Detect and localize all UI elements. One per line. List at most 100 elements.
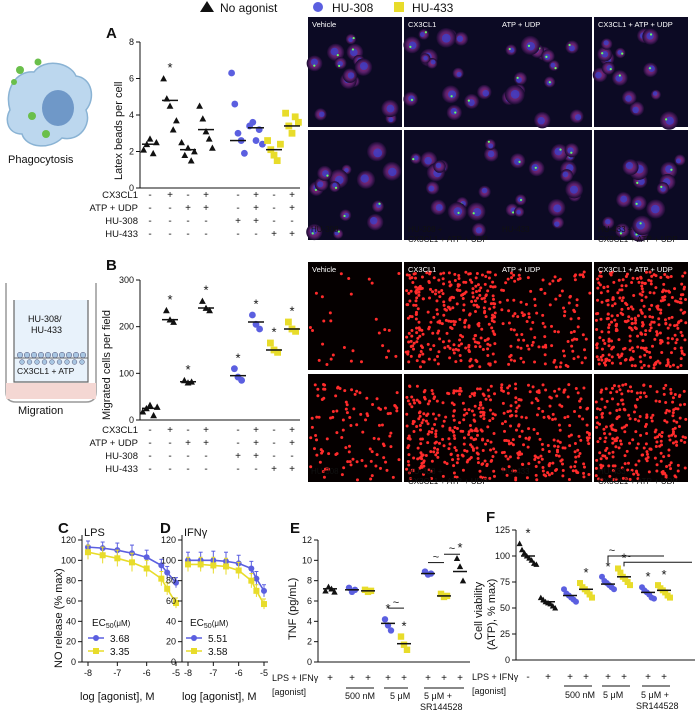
- migrated-cell: [539, 288, 543, 292]
- migrated-cell: [501, 322, 505, 326]
- migrated-cell: [414, 276, 418, 280]
- migrated-cell: [674, 440, 678, 444]
- nucleus: [456, 35, 464, 42]
- significance-star: *: [457, 540, 462, 555]
- migrated-cell: [643, 315, 647, 319]
- migrated-cell: [461, 468, 465, 472]
- migrated-cell: [540, 457, 544, 461]
- migrated-cell: [558, 277, 562, 281]
- bead: [511, 211, 515, 214]
- migrated-cell: [476, 461, 480, 465]
- data-point: [253, 587, 260, 594]
- migrated-cell: [477, 406, 481, 410]
- migrated-cell: [501, 401, 505, 405]
- migrated-cell: [573, 442, 577, 446]
- migrated-cell: [418, 423, 422, 427]
- migrated-cell: [587, 472, 591, 476]
- migrated-cell: [512, 328, 516, 332]
- data-point: [667, 594, 673, 601]
- migrated-cell: [484, 442, 488, 446]
- migrated-cell: [500, 422, 504, 426]
- data-point: [403, 646, 411, 653]
- migrated-cell: [678, 416, 682, 420]
- migrated-cell: [385, 468, 389, 472]
- data-point: [331, 588, 338, 595]
- nucleus: [456, 71, 462, 77]
- migrated-cell: [508, 409, 512, 413]
- migrated-cell: [628, 417, 632, 421]
- migrated-cell: [325, 467, 329, 471]
- migrated-cell: [437, 290, 441, 294]
- migrated-cell: [566, 340, 570, 344]
- migrated-cell: [468, 365, 472, 369]
- migrated-cell: [314, 434, 318, 438]
- migrated-cell: [617, 384, 621, 388]
- migrated-cell: [668, 438, 672, 442]
- migrated-cell: [382, 444, 386, 448]
- migrated-cell: [558, 440, 562, 444]
- migrated-cell: [553, 329, 557, 333]
- micrograph-tile: [404, 262, 498, 370]
- migrated-cell: [518, 434, 522, 438]
- migrated-cell: [470, 280, 474, 284]
- y-tick-label: 80: [66, 576, 76, 586]
- migrated-cell: [347, 276, 351, 280]
- nucleus: [601, 50, 609, 58]
- panel-d-ec50-hu433: 3.58: [208, 647, 228, 658]
- migrated-cell: [444, 308, 448, 312]
- bead: [527, 44, 531, 47]
- nucleus: [603, 40, 609, 46]
- migrated-cell: [420, 275, 424, 279]
- migrated-cell: [628, 339, 632, 343]
- migrated-cell: [647, 470, 651, 474]
- migrated-cell: [446, 391, 450, 395]
- migrated-cell: [644, 394, 648, 398]
- migrated-cell: [474, 284, 478, 288]
- micro-a-bottom-5: HU-433 +: [598, 225, 633, 234]
- migrated-cell: [525, 344, 529, 348]
- migrated-cell: [344, 407, 348, 411]
- migrated-cell: [640, 281, 644, 285]
- micro-a-bottom-6: CX3CL1 + ATP + UDP: [598, 235, 678, 244]
- migrated-cell: [351, 457, 355, 461]
- migrated-cell: [683, 271, 687, 275]
- sign-cell: +: [253, 451, 259, 462]
- migrated-cell: [480, 273, 484, 277]
- nucleus: [423, 55, 428, 61]
- nucleus: [665, 116, 674, 125]
- data-point: [261, 587, 267, 594]
- migrated-cell: [620, 392, 624, 396]
- bead: [618, 74, 621, 77]
- migrated-cell: [420, 328, 424, 332]
- migrated-cell: [645, 413, 649, 417]
- migrated-cell: [568, 444, 572, 448]
- migrated-cell: [415, 424, 419, 428]
- migrated-cell: [607, 353, 611, 357]
- migrated-cell: [678, 403, 682, 407]
- migrated-cell: [509, 344, 513, 348]
- migrated-cell: [568, 424, 572, 428]
- y-tick-label: 80: [166, 576, 176, 586]
- migrated-cell: [581, 333, 585, 337]
- migrated-cell: [317, 358, 321, 362]
- sign-cell: -: [236, 425, 239, 436]
- migrated-cell: [610, 314, 614, 318]
- migrated-cell: [605, 399, 609, 403]
- nucleus: [386, 104, 395, 113]
- migrated-cell: [529, 289, 533, 293]
- migrated-cell: [608, 432, 612, 436]
- data-point: [253, 575, 260, 582]
- micrograph-tile: [308, 262, 402, 370]
- migrated-cell: [349, 463, 353, 467]
- migrated-cell: [415, 398, 419, 402]
- migrated-cell: [656, 435, 660, 439]
- migrated-cell: [630, 389, 634, 393]
- migrated-cell: [631, 276, 635, 280]
- migrated-cell: [613, 318, 617, 322]
- migrated-cell: [653, 456, 657, 460]
- migrated-cell: [511, 443, 515, 447]
- bead: [665, 118, 668, 121]
- migrated-cell: [426, 310, 430, 314]
- migrated-cell: [655, 469, 659, 473]
- migrated-cell: [487, 322, 491, 326]
